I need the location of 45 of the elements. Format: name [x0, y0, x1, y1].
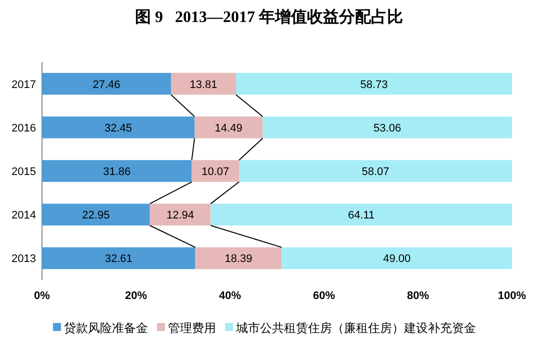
bar	[262, 116, 512, 138]
legend-label: 管理费用	[168, 321, 216, 335]
data-label: 10.07	[202, 166, 230, 178]
bar	[42, 72, 172, 95]
legend-label: 贷款风险准备金	[64, 321, 148, 335]
bar	[236, 72, 512, 95]
bar	[239, 160, 512, 182]
x-tick-label: 40%	[218, 290, 242, 302]
y-tick-label: 2014	[12, 210, 36, 222]
data-label: 49.00	[383, 253, 411, 266]
data-label: 64.11	[348, 210, 375, 222]
x-tick-label: 0%	[34, 290, 50, 302]
chart-title: 图 9 2013—2017 年增值收益分配占比	[135, 8, 403, 26]
x-tick-label: 60%	[312, 290, 336, 302]
bar	[42, 247, 196, 270]
bar	[150, 204, 211, 226]
bar	[42, 204, 150, 226]
x-tick-label: 80%	[406, 290, 430, 302]
bar	[192, 160, 240, 182]
y-tick-label: 2016	[12, 122, 36, 134]
x-tick-label: 20%	[124, 290, 148, 302]
y-tick-label: 2013	[12, 253, 36, 266]
data-label: 31.86	[103, 166, 131, 178]
data-label: 22.95	[82, 210, 110, 222]
data-label: 13.81	[190, 78, 218, 91]
bar	[171, 72, 236, 95]
data-label: 18.39	[224, 253, 252, 266]
bar	[42, 160, 192, 182]
legend-label: 城市公共租赁住房（廉租住房）建设补充资金	[235, 321, 476, 335]
data-label: 14.49	[214, 122, 242, 134]
data-label: 53.06	[374, 122, 402, 134]
data-label: 27.46	[92, 78, 120, 91]
data-label: 58.07	[362, 166, 390, 178]
data-label: 12.94	[166, 210, 194, 222]
y-tick-label: 2017	[12, 78, 36, 91]
data-label: 32.61	[104, 253, 132, 266]
bar	[195, 247, 282, 270]
bar	[210, 204, 512, 226]
bar	[194, 116, 263, 138]
bar	[282, 247, 512, 270]
y-tick-label: 2015	[12, 166, 36, 178]
x-tick-label: 100%	[498, 290, 526, 302]
data-label: 58.73	[360, 78, 388, 91]
data-label: 32.45	[104, 122, 132, 134]
bar	[42, 116, 195, 138]
